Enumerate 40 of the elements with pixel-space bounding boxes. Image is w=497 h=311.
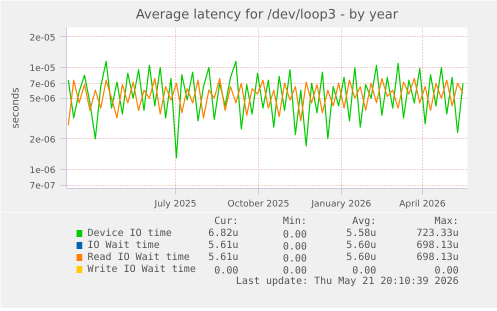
text: Min: <box>282 216 307 227</box>
text: 5.58u <box>346 228 376 239</box>
text: Avg: <box>352 216 376 227</box>
text: 698.13u <box>416 240 459 251</box>
y-axis-title: seconds <box>10 88 22 128</box>
y-tick-label: 2e-05 <box>30 33 56 44</box>
text: 0.00 <box>282 266 307 276</box>
text: 698.13u <box>416 252 459 263</box>
x-tick-label: April 2026 <box>399 200 446 210</box>
y-tick-label: 5e-06 <box>30 94 56 105</box>
chart-title: Average latency for /dev/loop3 - by year <box>136 8 399 22</box>
y-tick-label: 2e-06 <box>30 135 56 146</box>
text: 5.61u <box>208 240 238 251</box>
y-tick-label: 1e-05 <box>30 64 56 74</box>
text: 5.60u <box>346 240 376 251</box>
y-tick-label: 7e-06 <box>30 80 56 90</box>
legend-label: IO Wait time <box>87 240 160 251</box>
x-tick-label: January 2026 <box>310 200 372 210</box>
text: 0.00 <box>282 254 307 264</box>
x-tick-label: July 2025 <box>154 200 197 210</box>
text: 5.61u <box>208 252 238 263</box>
line-series <box>68 78 464 126</box>
y-tick-label: 1e-06 <box>30 166 56 176</box>
text: 0.00 <box>214 266 238 276</box>
text: 6.82u <box>208 228 238 239</box>
text: 0.00 <box>434 266 459 276</box>
text: Max: <box>434 216 459 227</box>
text: 0.00 <box>282 242 307 252</box>
y-tick-label: 7e-07 <box>30 182 56 192</box>
text: 723.33u <box>416 228 459 239</box>
legend-label: Write IO Wait time <box>87 264 196 275</box>
line-series <box>68 60 464 158</box>
text: 0.00 <box>352 266 376 276</box>
text: Last update: Thu May 21 20:10:39 2026 <box>236 276 459 287</box>
legend-label: Device IO time <box>87 228 172 239</box>
x-tick-label: October 2025 <box>228 200 290 210</box>
legend-label: Read IO Wait time <box>87 252 190 263</box>
text: 0.00 <box>282 230 307 240</box>
text: 5.60u <box>346 252 376 263</box>
text: Cur: <box>214 216 238 227</box>
